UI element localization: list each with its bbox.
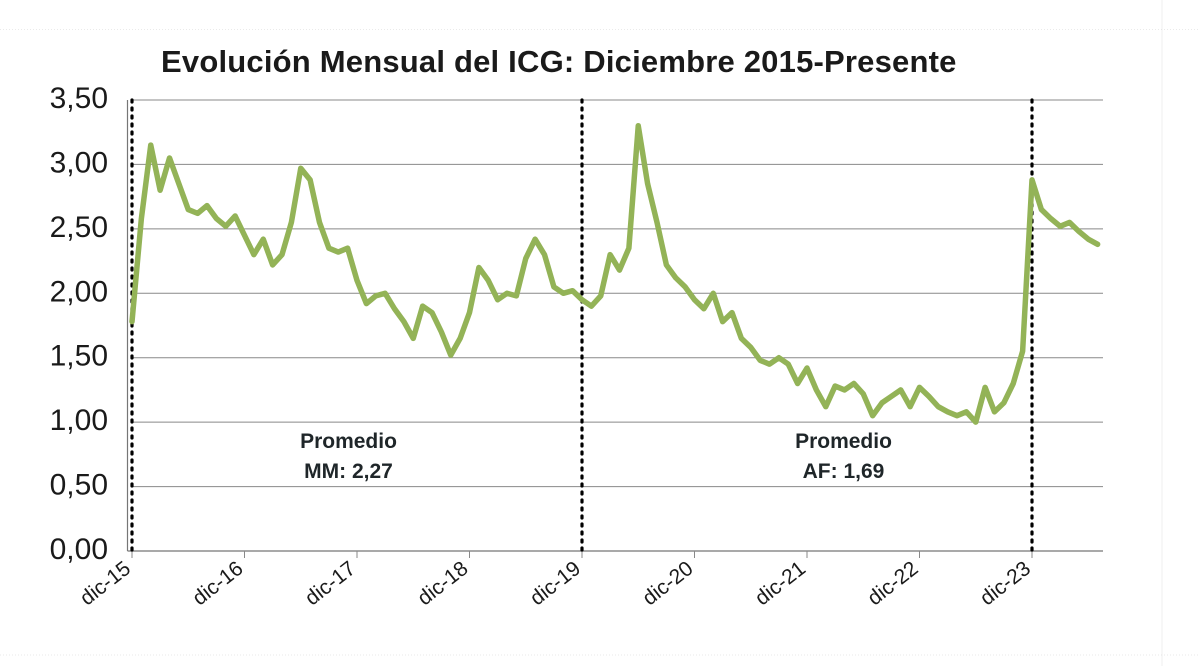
svg-text:0,00: 0,00 [50,533,108,566]
svg-text:2,50: 2,50 [50,211,108,244]
svg-text:1,00: 1,00 [50,404,108,437]
svg-text:0,50: 0,50 [50,469,108,502]
svg-text:dic-16: dic-16 [188,557,247,610]
svg-text:dic-21: dic-21 [751,557,810,610]
svg-text:dic-22: dic-22 [863,557,922,610]
svg-text:dic-23: dic-23 [976,557,1035,610]
svg-text:1,50: 1,50 [50,340,108,373]
svg-text:dic-17: dic-17 [301,557,360,610]
svg-text:3,50: 3,50 [50,82,108,115]
svg-text:dic-19: dic-19 [526,557,585,610]
svg-text:dic-18: dic-18 [413,557,472,610]
svg-text:3,00: 3,00 [50,146,108,179]
svg-text:2,00: 2,00 [50,275,108,308]
svg-text:dic-20: dic-20 [638,557,697,610]
